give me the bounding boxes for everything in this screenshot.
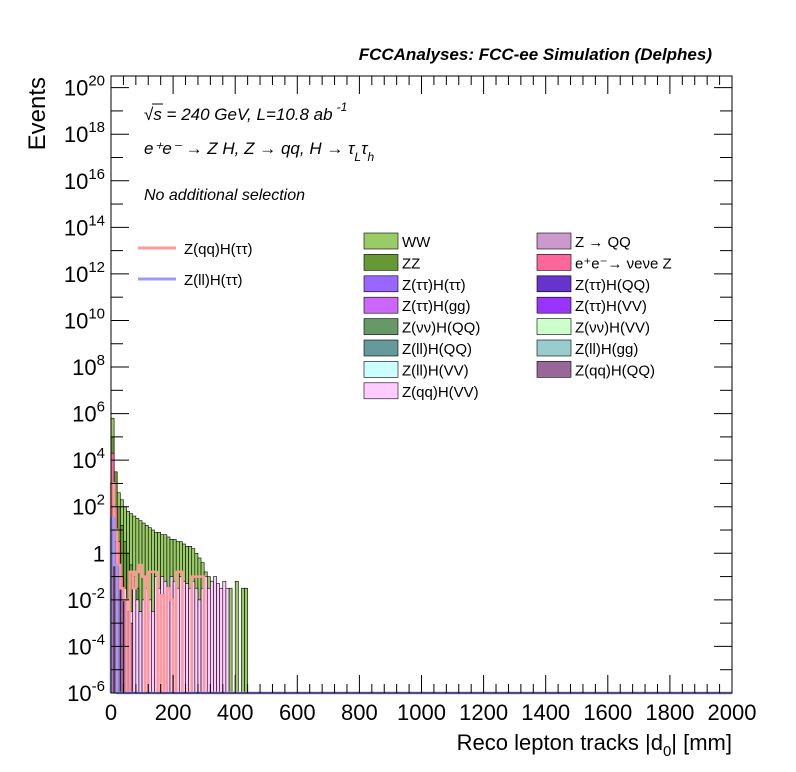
process-annotation: e⁺e⁻ → Z H, Z → qq, H → τLτh (144, 139, 374, 164)
bar-z-qq-h-vv--8 (135, 599, 140, 694)
x-tick-label: 200 (155, 700, 192, 725)
legend-label: Z(ll)H(gg) (575, 341, 638, 358)
y-tick-label: 104 (72, 445, 105, 473)
legend-swatch (363, 339, 399, 357)
x-tick-label: 2000 (708, 700, 757, 725)
y-tick-label: 10-6 (67, 678, 105, 706)
legend-swatch (363, 318, 399, 335)
legend-swatch (536, 339, 572, 357)
plot-area: 0 200 400 600 800 1000 1200 1400 1600 1800 2000 10… (64, 73, 757, 725)
bar-z-qq-h-vv--36 (222, 580, 227, 694)
energy-annotation: √s = 240 GeV, L=10.8 ab -1 (144, 100, 347, 124)
legend-swatch (363, 254, 399, 271)
bar-z-qq-h-vv--34 (216, 583, 220, 694)
y-tick-label: 1016 (64, 166, 105, 194)
legend-swatch (536, 361, 572, 378)
bar-z-qq-h-vv--37 (225, 587, 230, 694)
y-tick-label: 1018 (64, 119, 105, 147)
bar-z-qq-h-vv--32 (210, 580, 214, 694)
y-tick-label: 10-4 (67, 631, 105, 659)
bar-z-qq-h-vv--35 (219, 587, 224, 694)
legend-swatch (536, 232, 572, 250)
y-tick-label: 1 (93, 541, 105, 566)
legend-swatch (536, 254, 572, 271)
x-tick-label: 1600 (583, 700, 632, 725)
bar-z-qq-h-vv--33 (213, 576, 217, 694)
y-tick-label: 1012 (64, 259, 105, 287)
bar-z-qq-h-vv--28 (197, 599, 202, 694)
legend-lines: Z(qq)H(ττ) Z(ll)H(ττ) (138, 241, 253, 289)
bar-ww-38 (228, 587, 233, 694)
legend-label: Z(qq)H(QQ) (575, 362, 655, 379)
legend-swatch (363, 361, 399, 378)
legend-swatch (363, 296, 399, 314)
x-axis-ticks: 0 200 400 600 800 1000 1200 1400 1600 1800 2000 (105, 76, 757, 725)
legend-line-label: Z(ll)H(ττ) (184, 272, 243, 289)
bar-z-qq-h-vv--13 (151, 611, 155, 694)
x-tick-label: 600 (279, 700, 316, 725)
legend-swatch (536, 318, 572, 335)
legend-swatch (536, 296, 572, 314)
bar-z-qq-h-qq--3 (120, 587, 124, 694)
y-tick-label: 10-2 (67, 585, 105, 613)
legend-label: WW (402, 234, 431, 251)
selection-annotation: No additional selection (144, 187, 305, 204)
legend-swatch (363, 382, 399, 400)
legend-swatch (363, 275, 399, 293)
annotation-block: √s = 240 GeV, L=10.8 ab -1 e⁺e⁻ → Z H, Z … (144, 100, 374, 204)
legend-label: Z(ll)H(QQ) (402, 341, 472, 358)
legend-label: Z → QQ (575, 234, 631, 251)
x-tick-label: 1400 (521, 700, 570, 725)
bar-ww-42 (241, 587, 245, 694)
bar-z-qq-h-vv--27 (194, 587, 199, 694)
x-tick-label: 800 (341, 700, 378, 725)
bar-ww-43 (244, 587, 248, 694)
y-axis-label: Events (24, 77, 51, 150)
legend-label: Z(ττ)H(ττ) (402, 277, 466, 294)
x-tick-label: 1800 (645, 700, 694, 725)
bar-z-qq-h-vv--24 (185, 583, 189, 694)
x-tick-label: 400 (217, 700, 254, 725)
x-axis-label: Reco lepton tracks |d0| [mm] (457, 730, 732, 760)
legend-line-label: Z(qq)H(ττ) (184, 241, 253, 258)
y-tick-label: 108 (72, 352, 105, 380)
legend-label: Z(ll)H(VV) (402, 362, 469, 379)
y-tick-label: 1014 (64, 212, 105, 240)
legend-swatch (536, 275, 572, 293)
legend-column-2: Z → QQ e⁺e⁻→ νeνe Z Z(ττ)H(QQ) Z(ττ)H(VV) Z(… (536, 232, 672, 379)
y-tick-label: 106 (72, 399, 105, 427)
legend-label: ZZ (402, 255, 420, 272)
legend-swatch (363, 232, 399, 250)
chart-title: FCCAnalyses: FCC-ee Simulation (Delphes) (359, 45, 713, 64)
y-tick-label: 1020 (64, 73, 105, 101)
y-tick-label: 1010 (64, 305, 105, 333)
bar-z-qq-h-vv--7 (132, 587, 137, 694)
legend-label: Z(ττ)H(QQ) (575, 277, 650, 294)
x-tick-label: 0 (105, 700, 117, 725)
legend-label: Z(νν)H(VV) (575, 320, 650, 337)
x-tick-label: 1000 (397, 700, 446, 725)
y-axis-ticks: 10-6 10-4 10-2 1 102 104 106 108 1010 1012 1014 101… (64, 73, 732, 706)
legend-column-1: WW ZZ Z(ττ)H(ττ) Z(ττ)H(gg) Z(νν)H(QQ) Z(ll)H… (363, 232, 480, 401)
bar-z-qq-h-vv--31 (206, 587, 211, 694)
legend-label: Z(ττ)H(VV) (575, 298, 647, 315)
legend-label: e⁺e⁻→ νeνe Z (575, 255, 672, 272)
legend-label: Z(qq)H(VV) (402, 384, 479, 401)
legend-label: Z(νν)H(QQ) (402, 320, 480, 337)
y-tick-label: 102 (72, 492, 105, 520)
bar-z-qq-h-vv--9 (138, 611, 143, 694)
legend-label: Z(ττ)H(gg) (402, 298, 471, 315)
x-tick-label: 1200 (459, 700, 508, 725)
